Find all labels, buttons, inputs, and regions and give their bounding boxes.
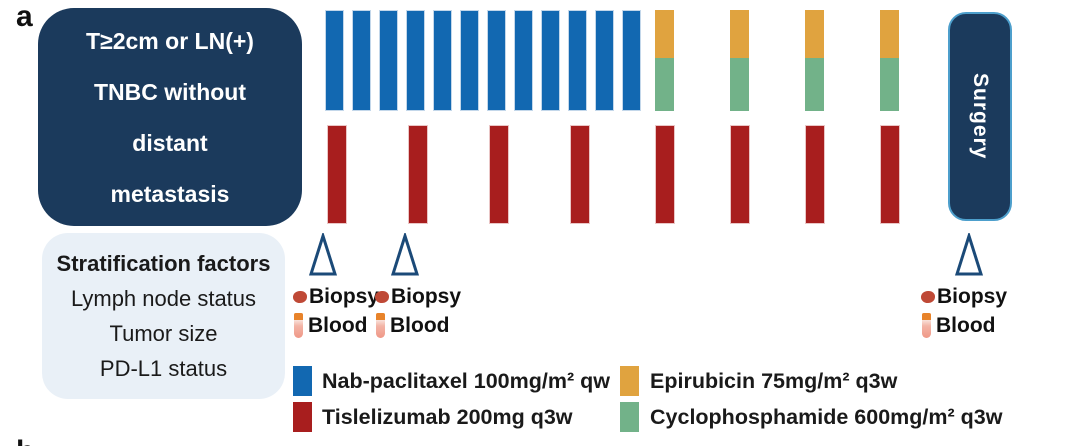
blood-label: Blood [936,313,996,337]
biopsy-label: Biopsy [309,285,380,308]
eligibility-line: TNBC without [93,78,246,105]
nab-paclitaxel-dose-bar [379,10,398,111]
surgery-label: Surgery [969,73,992,160]
legend-label-epirubicin: Epirubicin 75mg/m² q3w [650,369,898,393]
ec-cycle-bar [655,10,674,111]
biopsy-icon [293,291,307,303]
stratification-factor: PD-L1 status [99,356,228,381]
biopsy-label: Biopsy [391,285,462,308]
tislelizumab-dose-bar [489,125,509,224]
nab-paclitaxel-dose-bar [622,10,641,111]
cyclophosphamide-segment [880,58,899,111]
nab-paclitaxel-dose-bar [406,10,425,111]
blood-tube-icon [376,313,385,338]
ec-cycle-bar [730,10,749,111]
biopsy-row: Biopsy [293,285,379,309]
tislelizumab-dose-bar [327,125,347,224]
tislelizumab-dose-bar [655,125,675,224]
blood-label: Blood [390,313,450,337]
legend-swatch-tislelizumab [293,402,312,432]
biopsy-row: Biopsy [921,285,1007,309]
eligibility-line: T≥2cm or LN(+) [86,27,254,54]
nab-paclitaxel-dose-bar [541,10,560,111]
ec-cycle-bar [880,10,899,111]
nab-paclitaxel-dose-bar [487,10,506,111]
epirubicin-segment [805,10,824,58]
blood-label: Blood [308,313,368,337]
legend-swatch-nab-paclitaxel [293,366,312,396]
assessment-timepoint: Biopsy Blood [921,231,1041,343]
nab-paclitaxel-dose-bar [325,10,344,111]
epirubicin-segment [655,10,674,58]
nab-paclitaxel-dose-bar [460,10,479,111]
stratification-title: Stratification factors [56,251,271,276]
surgery-box: Surgery [948,12,1012,221]
nab-paclitaxel-dose-bar [568,10,587,111]
legend-swatch-cyclophosphamide [620,402,639,432]
tislelizumab-dose-bar [730,125,750,224]
epirubicin-segment [730,10,749,58]
eligibility-line: metastasis [110,180,230,207]
cyclophosphamide-segment [805,58,824,111]
panel-label-a: a [16,0,33,33]
nab-paclitaxel-dose-bar [433,10,452,111]
legend-label-cyclophosphamide: Cyclophosphamide 600mg/m² q3w [650,405,1003,429]
legend-label-tislelizumab: Tislelizumab 200mg q3w [322,405,573,429]
blood-row: Blood [294,313,367,338]
biopsy-icon [921,291,935,303]
stratification-factor: Lymph node status [70,286,257,311]
cyclophosphamide-segment [730,58,749,111]
nab-paclitaxel-dose-bar [595,10,614,111]
ec-cycle-bar [805,10,824,111]
blood-tube-icon [922,313,931,338]
tislelizumab-dose-bar [880,125,900,224]
tislelizumab-dose-bar [570,125,590,224]
assessment-timepoint: Biopsy Blood [293,231,413,343]
eligibility-line: distant [132,129,208,156]
assessment-timepoint: Biopsy Blood [375,231,495,343]
tislelizumab-dose-bar [805,125,825,224]
stratification-factor: Tumor size [109,321,218,346]
assessment-triangle-icon [954,231,984,282]
panel-label-b: b [16,437,34,446]
nab-paclitaxel-dose-bar [514,10,533,111]
nab-paclitaxel-dose-bar [352,10,371,111]
tislelizumab-dose-bar [408,125,428,224]
biopsy-icon [375,291,389,303]
biopsy-row: Biopsy [375,285,461,309]
epirubicin-segment [880,10,899,58]
blood-tube-icon [294,313,303,338]
legend-swatch-epirubicin [620,366,639,396]
legend-label-nab-paclitaxel: Nab-paclitaxel 100mg/m² qw [322,369,610,393]
blood-row: Blood [922,313,995,338]
eligibility-box: T≥2cm or LN(+) TNBC without distant meta… [38,8,302,226]
blood-row: Blood [376,313,449,338]
assessment-triangle-icon [308,231,338,282]
assessment-triangle-icon [390,231,420,282]
cyclophosphamide-segment [655,58,674,111]
biopsy-label: Biopsy [937,285,1008,308]
stratification-box: Stratification factors Lymph node status… [42,233,285,399]
